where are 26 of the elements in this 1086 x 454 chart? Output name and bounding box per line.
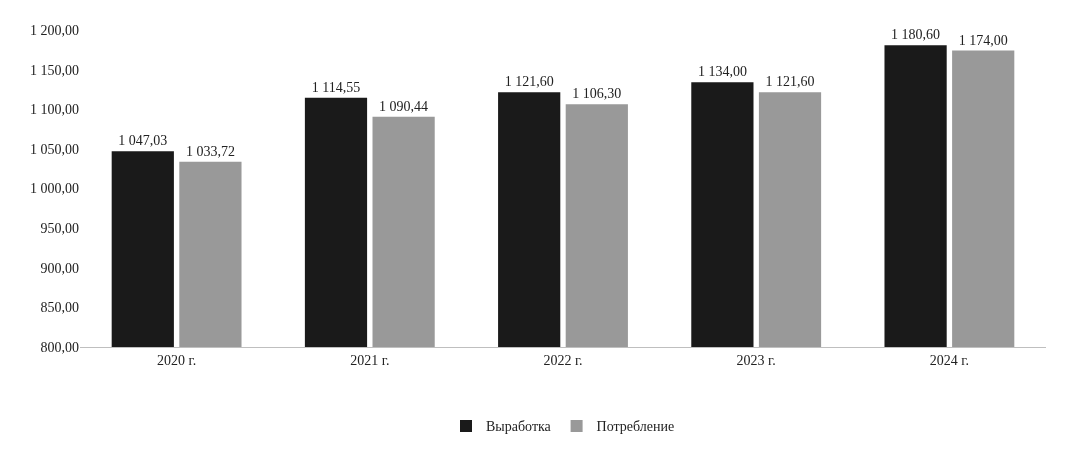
- x-tick-label: 2023 г.: [736, 352, 776, 368]
- data-label: 1 174,00: [958, 32, 1008, 48]
- data-label: 1 047,03: [118, 133, 168, 149]
- y-tick-label: 1 100,00: [30, 102, 79, 118]
- y-tick-label: 1 150,00: [30, 62, 79, 78]
- y-tick-label: 1 050,00: [30, 141, 79, 157]
- data-label: 1 121,60: [765, 74, 815, 90]
- y-tick-label: 800,00: [40, 339, 79, 355]
- data-label: 1 121,60: [504, 74, 554, 90]
- y-tick-label: 950,00: [40, 221, 79, 237]
- y-tick-label: 1 000,00: [30, 181, 79, 197]
- x-tick-label: 2020 г.: [157, 352, 197, 368]
- legend-label: Выработка: [486, 419, 552, 435]
- data-label: 1 134,00: [697, 64, 747, 80]
- legend-label: Потребление: [596, 419, 675, 435]
- data-label: 1 114,55: [311, 79, 361, 95]
- data-label: 1 106,30: [572, 86, 622, 102]
- data-label: 1 180,60: [891, 27, 941, 43]
- data-label: 1 090,44: [379, 98, 429, 114]
- y-tick-label: 900,00: [40, 260, 79, 276]
- x-tick-label: 2022 г.: [543, 352, 583, 368]
- x-tick-label: 2024 г.: [929, 352, 969, 368]
- y-tick-label: 1 200,00: [30, 22, 79, 38]
- x-tick-label: 2021 г.: [350, 352, 390, 368]
- y-tick-label: 850,00: [40, 300, 79, 316]
- data-label: 1 033,72: [185, 143, 235, 159]
